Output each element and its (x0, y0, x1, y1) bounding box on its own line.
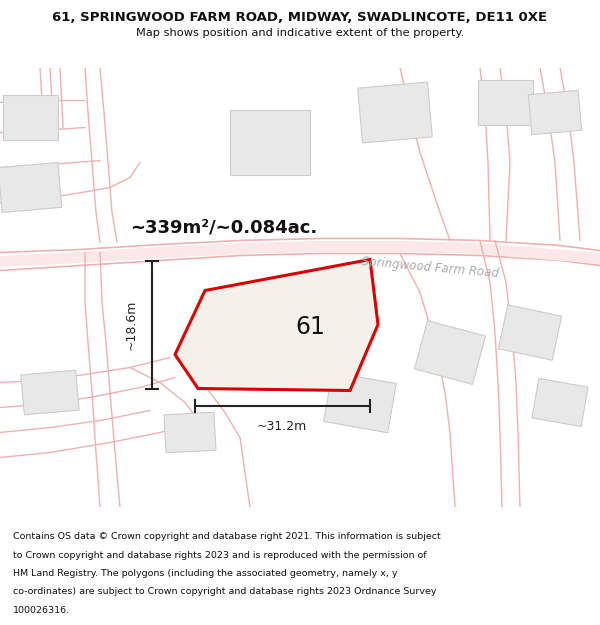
Polygon shape (529, 91, 581, 134)
Text: Map shows position and indicative extent of the property.: Map shows position and indicative extent… (136, 28, 464, 38)
Text: ~18.6m: ~18.6m (125, 299, 138, 350)
Polygon shape (532, 379, 588, 426)
Polygon shape (21, 370, 79, 415)
Text: 61: 61 (295, 316, 325, 339)
Text: co-ordinates) are subject to Crown copyright and database rights 2023 Ordnance S: co-ordinates) are subject to Crown copyr… (13, 588, 437, 596)
Text: Contains OS data © Crown copyright and database right 2021. This information is : Contains OS data © Crown copyright and d… (13, 532, 441, 541)
Polygon shape (230, 110, 310, 175)
Polygon shape (164, 412, 216, 452)
Polygon shape (499, 305, 562, 360)
Polygon shape (254, 301, 326, 364)
Text: 100026316.: 100026316. (13, 606, 70, 615)
Text: ~31.2m: ~31.2m (257, 421, 307, 434)
Text: ~339m²/~0.084ac.: ~339m²/~0.084ac. (130, 219, 317, 236)
Text: to Crown copyright and database rights 2023 and is reproduced with the permissio: to Crown copyright and database rights 2… (13, 551, 427, 559)
Text: Springwood Farm Road: Springwood Farm Road (361, 255, 499, 280)
Polygon shape (415, 321, 485, 384)
Polygon shape (323, 372, 397, 432)
Polygon shape (358, 82, 432, 143)
Text: 61, SPRINGWOOD FARM ROAD, MIDWAY, SWADLINCOTE, DE11 0XE: 61, SPRINGWOOD FARM ROAD, MIDWAY, SWADLI… (52, 11, 548, 24)
Text: HM Land Registry. The polygons (including the associated geometry, namely x, y: HM Land Registry. The polygons (includin… (13, 569, 398, 578)
Polygon shape (175, 259, 378, 391)
Polygon shape (0, 162, 62, 212)
Polygon shape (248, 299, 332, 366)
Polygon shape (2, 95, 58, 140)
Polygon shape (478, 80, 533, 125)
